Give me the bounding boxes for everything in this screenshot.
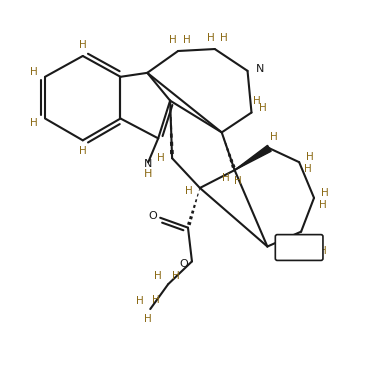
Text: H: H [154,271,162,281]
Text: H: H [137,296,144,306]
Text: H: H [79,146,87,156]
Text: H: H [270,132,278,142]
Text: H: H [207,33,215,43]
Text: H: H [304,164,312,174]
Text: H: H [319,247,327,256]
Text: H: H [234,176,242,186]
Text: H: H [144,169,152,179]
Text: H: H [30,118,38,128]
Text: H: H [157,153,165,163]
Polygon shape [234,145,271,170]
Text: H: H [253,96,260,106]
Text: H: H [220,33,227,43]
Text: H: H [152,295,160,305]
Text: H: H [183,35,191,45]
Text: H: H [185,186,193,196]
Text: O: O [180,259,188,269]
Text: H: H [302,238,310,248]
Text: H: H [169,35,177,45]
Text: H: H [259,103,266,113]
Text: H: H [79,40,87,50]
Text: H: H [306,152,314,162]
Text: N: N [256,64,265,74]
Text: H: H [144,314,152,324]
Text: H: H [172,271,180,281]
FancyBboxPatch shape [275,235,323,261]
Text: H: H [321,188,329,198]
Text: H: H [30,67,38,77]
Text: H: H [222,173,230,183]
Text: s: s [305,241,310,251]
Text: O: O [148,211,157,221]
Text: HO: HO [283,241,299,251]
Text: H: H [319,200,327,210]
Text: N: N [144,159,152,169]
